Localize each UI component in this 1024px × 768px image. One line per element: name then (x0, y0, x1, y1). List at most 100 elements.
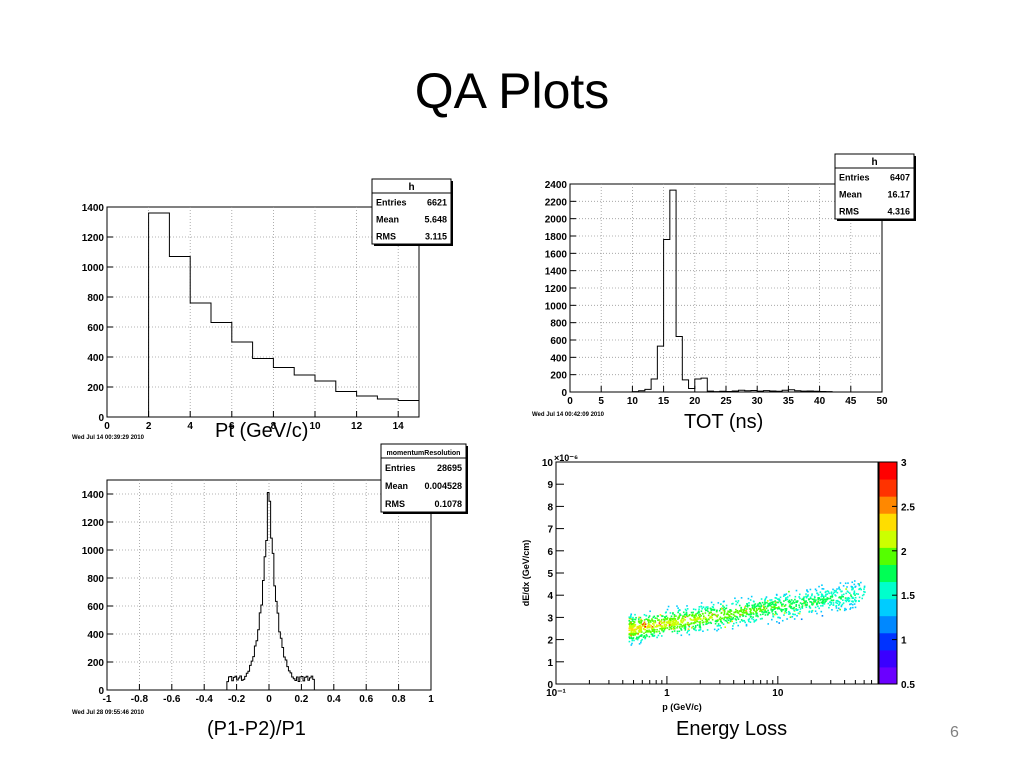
resolution-stats-label: RMS (385, 499, 405, 509)
energy-loss-point (822, 596, 825, 599)
energy-loss-point (638, 616, 640, 619)
energy-loss-point (683, 613, 686, 616)
energy-loss-point (693, 619, 696, 621)
energy-loss-point (674, 619, 676, 622)
energy-loss-point (640, 626, 643, 628)
energy-loss-point (767, 623, 770, 625)
energy-loss-point (838, 587, 840, 590)
energy-loss-point (729, 618, 732, 620)
energy-loss-point (711, 614, 714, 617)
energy-loss-point (756, 604, 759, 607)
energy-loss-point (852, 597, 855, 599)
energy-loss-point (813, 601, 815, 604)
energy-loss-point (651, 619, 654, 622)
energy-loss-point (790, 602, 792, 605)
energy-loss-point (647, 619, 649, 622)
energy-loss-point (640, 641, 642, 644)
energy-loss-point (741, 620, 744, 622)
energy-loss-point (729, 609, 732, 611)
energy-loss-point (647, 625, 649, 627)
energy-loss-point (760, 598, 763, 600)
energy-loss-y-tick-label: 8 (547, 502, 553, 513)
energy-loss-point (673, 617, 675, 620)
energy-loss-point (731, 618, 733, 620)
energy-loss-point (716, 620, 719, 622)
energy-loss-point (628, 619, 631, 622)
energy-loss-point (777, 606, 780, 608)
energy-loss-point (840, 605, 843, 608)
page-number: 6 (950, 724, 959, 741)
energy-loss-point (682, 624, 685, 627)
energy-loss-point (663, 624, 666, 626)
energy-loss-point (672, 620, 674, 623)
energy-loss-point (693, 614, 696, 617)
energy-loss-point (633, 621, 636, 623)
energy-loss-point (764, 597, 767, 600)
energy-loss-point (709, 611, 711, 614)
energy-loss-point (653, 615, 656, 618)
energy-loss-point (829, 604, 831, 607)
energy-loss-point (646, 627, 648, 629)
energy-loss-point (836, 599, 839, 602)
energy-loss-point (662, 615, 664, 618)
energy-loss-point (664, 627, 667, 630)
tot-stats-value: 4.316 (887, 207, 910, 217)
tot-stats-box (834, 153, 915, 220)
energy-loss-point (774, 610, 777, 613)
energy-loss-point (707, 607, 709, 610)
energy-loss-point (756, 614, 759, 617)
energy-loss-y-tick-label: 6 (547, 547, 553, 558)
energy-loss-point (808, 605, 811, 608)
energy-loss-point (673, 630, 676, 632)
energy-loss-point (640, 630, 642, 632)
energy-loss-point (851, 600, 853, 603)
energy-loss-point (782, 595, 785, 597)
energy-loss-point (805, 595, 807, 598)
resolution-bar (271, 538, 273, 690)
energy-loss-point (662, 622, 665, 624)
energy-loss-point (645, 633, 648, 636)
energy-loss-point (841, 595, 843, 598)
colorbar-tick-label: 2.5 (901, 502, 915, 513)
energy-loss-point (651, 630, 654, 632)
energy-loss-point (690, 611, 693, 614)
energy-loss-point (832, 604, 835, 606)
energy-loss-point (660, 626, 663, 629)
energy-loss-point (821, 595, 824, 597)
energy-loss-point (677, 610, 680, 612)
energy-loss-point (753, 603, 756, 606)
energy-loss-x-tick-label: 10 (772, 688, 784, 699)
energy-loss-point (749, 621, 752, 624)
tot-x-tick-label: 0 (567, 396, 573, 407)
energy-loss-y-tick-label: 0 (547, 680, 553, 691)
energy-loss-point (690, 622, 693, 625)
energy-loss-point (716, 629, 718, 632)
pt-x-tick-label: 10 (309, 421, 321, 432)
energy-loss-point (813, 599, 815, 601)
energy-loss-point (646, 630, 649, 633)
energy-loss-point (719, 608, 722, 610)
pt-bar (149, 213, 170, 417)
energy-loss-point (701, 621, 704, 624)
energy-loss-point (675, 620, 678, 623)
energy-loss-point (651, 618, 653, 620)
energy-loss-point (858, 596, 861, 599)
energy-loss-point (674, 618, 677, 620)
energy-loss-point (795, 609, 798, 611)
energy-loss-point (851, 603, 854, 606)
energy-loss-point (789, 600, 792, 603)
resolution-y-tick-label: 800 (87, 574, 104, 585)
energy-loss-point (767, 611, 770, 614)
energy-loss-point (637, 627, 640, 630)
energy-loss-point (631, 627, 634, 630)
energy-loss-point (669, 617, 672, 620)
energy-loss-point (780, 610, 783, 613)
energy-loss-point (631, 626, 633, 629)
energy-loss-point (630, 637, 633, 640)
energy-loss-point (773, 604, 776, 606)
resolution-y-tick-label: 600 (87, 602, 104, 613)
energy-loss-point (653, 628, 655, 631)
colorbar-segment (879, 530, 897, 548)
energy-loss-point (701, 612, 704, 615)
energy-loss-point (656, 624, 658, 627)
